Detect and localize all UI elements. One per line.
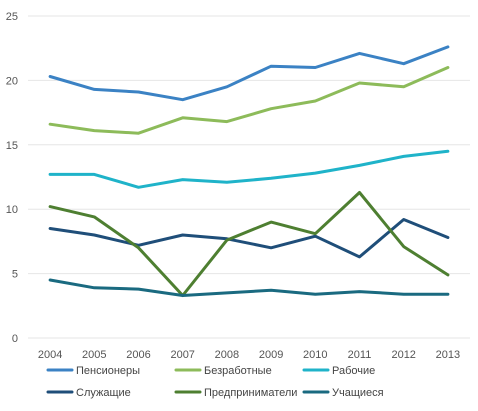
legend-item: Служащие [46, 387, 131, 399]
y-tick-label: 10 [6, 204, 18, 216]
x-tick-label: 2009 [259, 349, 283, 361]
series-line-служащие [48, 218, 450, 259]
legend-label: Пенсионеры [76, 365, 140, 377]
legend-label: Служащие [76, 387, 131, 399]
legend-label: Предприниматели [204, 387, 297, 399]
y-tick-label: 5 [12, 269, 18, 281]
series-line-рабочие [48, 149, 450, 189]
legend-label: Безработные [204, 365, 272, 377]
legend-item: Рабочие [302, 365, 375, 377]
y-axis-ticks: 0 5 10 15 20 25 [6, 11, 18, 345]
y-tick-label: 25 [6, 11, 18, 23]
legend: Пенсионеры Безработные Рабочие Служащие Пред… [46, 365, 384, 399]
legend-item: Предприниматели [174, 387, 297, 399]
x-tick-label: 2010 [303, 349, 327, 361]
series-lines [48, 45, 450, 297]
x-tick-label: 2004 [38, 349, 62, 361]
x-tick-label: 2011 [348, 349, 372, 361]
x-tick-label: 2007 [170, 349, 194, 361]
y-tick-label: 20 [6, 75, 18, 87]
series-line-пенсионеры [48, 45, 450, 102]
legend-item: Безработные [174, 365, 272, 377]
y-tick-label: 0 [12, 333, 18, 345]
legend-item: Учащиеся [302, 387, 384, 399]
x-tick-label: 2012 [391, 349, 415, 361]
series-line-безработные [48, 66, 450, 135]
series-line-предприниматели [48, 191, 450, 297]
x-tick-label: 2005 [82, 349, 106, 361]
x-tick-label: 2013 [436, 349, 460, 361]
grid [28, 15, 470, 339]
x-tick-label: 2008 [215, 349, 239, 361]
x-axis-ticks: 2004 2005 2006 2007 2008 2009 2010 2011 2012 2013 [38, 349, 460, 361]
legend-item: Пенсионеры [46, 365, 140, 377]
legend-label: Учащиеся [332, 387, 384, 399]
x-tick-label: 2006 [126, 349, 150, 361]
legend-label: Рабочие [332, 365, 375, 377]
y-tick-label: 15 [6, 140, 18, 152]
series-line-учащиеся [48, 278, 450, 297]
